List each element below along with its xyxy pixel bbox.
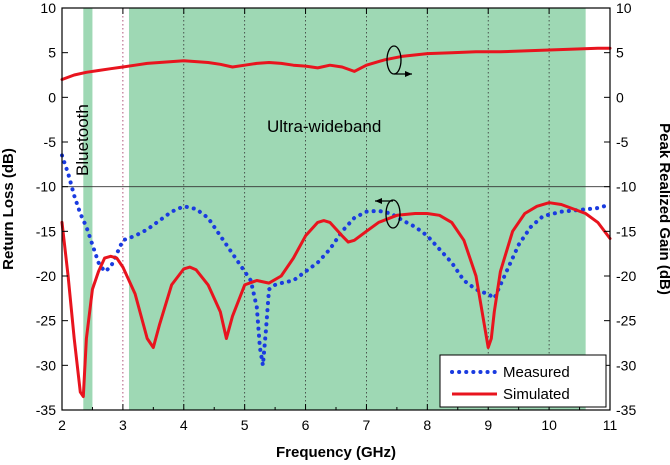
y-tick-label-3: -20 [36, 268, 56, 284]
x-tick-label-2: 4 [180, 417, 188, 433]
y-tick-label-4: -15 [36, 223, 56, 239]
x-tick-label-1: 3 [119, 417, 127, 433]
ticks-layer: 2 3 4 5 6 7 8 9 10 11-35-30-25-20-15-10-50510-35-… [36, 0, 637, 433]
y2-tick-label-0: -35 [616, 402, 636, 418]
y2-tick-label-9: 10 [616, 0, 632, 16]
x-axis-title: Frequency (GHz) [276, 444, 396, 461]
y2-tick-label-6: -5 [616, 134, 629, 150]
y2-tick-label-2: -25 [616, 313, 636, 329]
gain-axis-marker-arrowhead [405, 71, 412, 77]
y2-tick-label-5: -10 [616, 179, 636, 195]
y2-axis-title: Peak Realized Gain (dB) [656, 123, 670, 295]
x-tick-label-4: 6 [302, 417, 310, 433]
y2-tick-label-8: 5 [616, 45, 624, 61]
y2-tick-label-1: -30 [616, 357, 636, 373]
band-1 [128, 8, 586, 410]
legend: Measured Simulated [439, 354, 607, 408]
legend-label-measured: Measured [503, 364, 570, 381]
rl-axis-marker-ellipse [385, 199, 401, 229]
bluetooth-band-label: Bluetooth [73, 104, 92, 176]
x-tick-label-8: 10 [541, 417, 557, 433]
grid-layer [62, 8, 610, 410]
legend-label-simulated: Simulated [503, 386, 570, 403]
series-line-0 [60, 153, 612, 368]
series-line-1 [60, 201, 612, 399]
markers-layer [375, 45, 412, 229]
x-tick-label-5: 7 [363, 417, 371, 433]
y2-tick-label-7: 0 [616, 89, 624, 105]
y-tick-label-1: -30 [36, 357, 56, 373]
band-0 [83, 8, 93, 410]
x-tick-label-0: 2 [58, 417, 66, 433]
y-tick-label-9: 10 [40, 0, 56, 16]
x-tick-label-3: 5 [241, 417, 249, 433]
x-tick-label-6: 8 [423, 417, 431, 433]
rl-axis-marker-arrowhead [375, 198, 382, 204]
series-layer [60, 46, 612, 399]
bands-layer [83, 8, 586, 410]
y-tick-label-5: -10 [36, 179, 56, 195]
y2-tick-label-3: -20 [616, 268, 636, 284]
uwb-band-label: Ultra-wideband [267, 117, 381, 136]
y2-tick-label-4: -15 [616, 223, 636, 239]
x-tick-label-7: 9 [484, 417, 492, 433]
x-tick-label-9: 11 [603, 417, 618, 433]
y-axis-title: Return Loss (dB) [0, 148, 17, 270]
series-line-2 [60, 46, 612, 81]
y-tick-label-8: 5 [48, 45, 56, 61]
y-tick-label-2: -25 [36, 313, 56, 329]
y-tick-label-0: -35 [36, 402, 56, 418]
y-tick-label-6: -5 [44, 134, 57, 150]
legend-box [439, 354, 607, 408]
y-tick-label-7: 0 [48, 89, 56, 105]
